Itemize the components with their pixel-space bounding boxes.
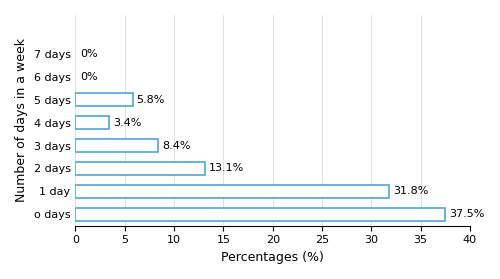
Bar (76, 93, 132, 106)
Text: 13.1%: 13.1% (208, 163, 244, 174)
X-axis label: Percentages (%): Percentages (%) (222, 251, 324, 264)
Text: 8.4%: 8.4% (162, 141, 190, 151)
Bar (76, 208, 446, 221)
Text: 3.4%: 3.4% (113, 118, 141, 128)
Text: 31.8%: 31.8% (393, 186, 428, 196)
Text: 0%: 0% (80, 49, 98, 59)
Bar (76, 139, 158, 152)
Bar (76, 162, 204, 175)
Text: 0%: 0% (80, 72, 98, 82)
Text: 37.5%: 37.5% (450, 209, 484, 219)
Y-axis label: Number of days in a week: Number of days in a week (15, 38, 28, 202)
Bar (76, 116, 109, 129)
Text: 5.8%: 5.8% (136, 95, 165, 105)
Bar (76, 185, 389, 198)
